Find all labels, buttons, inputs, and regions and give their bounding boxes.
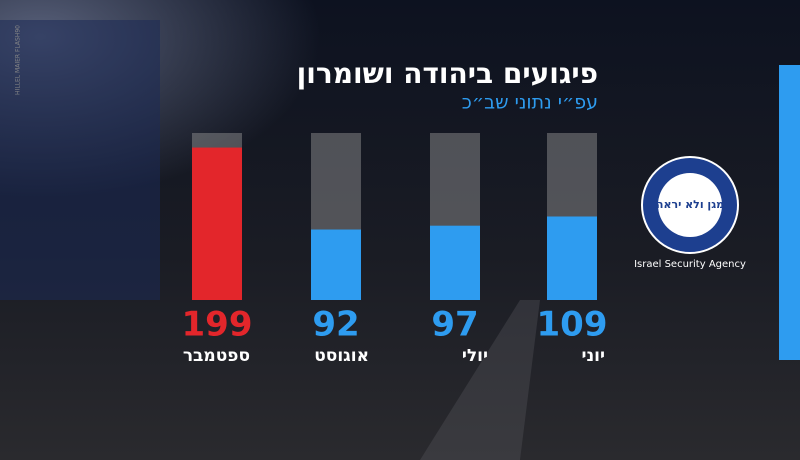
value-label: 92: [312, 305, 359, 345]
chart-subtitle: עפ״י נתוני שב״כ: [462, 92, 598, 114]
photo-credit: HILLEL MAIER FLASH90: [15, 25, 22, 95]
bar: [547, 216, 597, 300]
value-label: 109: [537, 305, 608, 345]
logo-center: [658, 173, 722, 237]
logo-motto: מגן ולא יראה: [656, 198, 724, 211]
road-line: [420, 300, 540, 460]
value-label: 97: [431, 305, 478, 345]
chart-title: פיגועים ביהודה ושומרון: [297, 57, 598, 90]
category-label: יולי: [462, 346, 488, 366]
category-label: ספטמבר: [183, 346, 250, 366]
logo-ring-text: Israel Security Agency: [634, 259, 746, 270]
category-label: אוגוסט: [314, 346, 369, 366]
side-accent: [779, 65, 800, 360]
logo: מגן ולא יראה Israel Security Agency: [634, 156, 746, 270]
bar: [311, 229, 361, 300]
bar: [430, 225, 480, 300]
category-label: יוני: [581, 346, 605, 366]
value-label: 199: [182, 305, 253, 345]
vehicle-silhouette: [0, 20, 160, 300]
bar: [192, 147, 242, 300]
